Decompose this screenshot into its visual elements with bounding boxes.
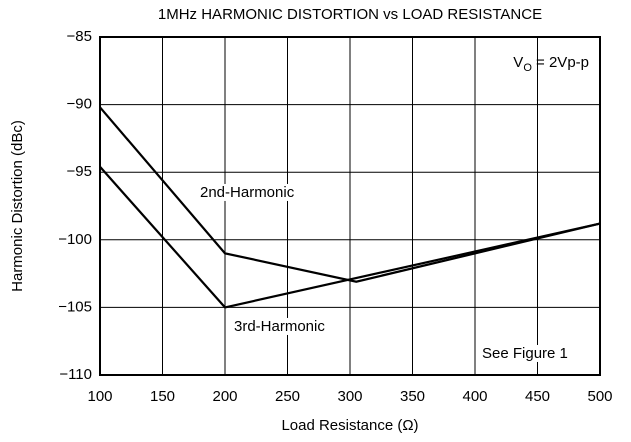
legend-label-bg bbox=[232, 317, 328, 335]
y-tick-label: −100 bbox=[58, 231, 92, 248]
x-tick-label: 150 bbox=[150, 388, 175, 405]
y-axis-label: Harmonic Distortion (dBc) bbox=[9, 120, 26, 292]
legend-label: 2nd-Harmonic bbox=[200, 184, 295, 201]
x-tick-label: 250 bbox=[275, 388, 300, 405]
annotation-base: V bbox=[513, 54, 523, 71]
y-tick-label: −110 bbox=[59, 366, 92, 383]
legend-label-bg bbox=[198, 183, 297, 201]
series-line bbox=[99, 106, 601, 283]
series-line bbox=[99, 166, 601, 309]
y-tick-label: −85 bbox=[67, 28, 92, 45]
annotation: VO = 2Vp-p bbox=[513, 54, 589, 74]
annotation-bg bbox=[480, 344, 570, 362]
y-tick-label: −90 bbox=[67, 96, 92, 113]
x-axis-label: Load Resistance (Ω) bbox=[281, 417, 418, 434]
x-tick-label: 100 bbox=[87, 388, 112, 405]
x-tick-label: 200 bbox=[212, 388, 237, 405]
annotation-rest: = 2Vp-p bbox=[532, 54, 589, 71]
x-tick-label: 500 bbox=[587, 388, 612, 405]
x-tick-label: 300 bbox=[337, 388, 362, 405]
annotation-sub: O bbox=[523, 62, 532, 74]
chart-title: 1MHz HARMONIC DISTORTION vs LOAD RESISTA… bbox=[158, 6, 542, 23]
y-tick-label: −105 bbox=[58, 298, 92, 315]
x-tick-label: 450 bbox=[525, 388, 550, 405]
y-tick-label: −95 bbox=[67, 163, 92, 180]
x-tick-label: 350 bbox=[400, 388, 425, 405]
x-tick-label: 400 bbox=[462, 388, 487, 405]
annotation: See Figure 1 bbox=[482, 345, 568, 362]
plot-border bbox=[99, 36, 601, 376]
legend-label: 3rd-Harmonic bbox=[234, 318, 325, 335]
